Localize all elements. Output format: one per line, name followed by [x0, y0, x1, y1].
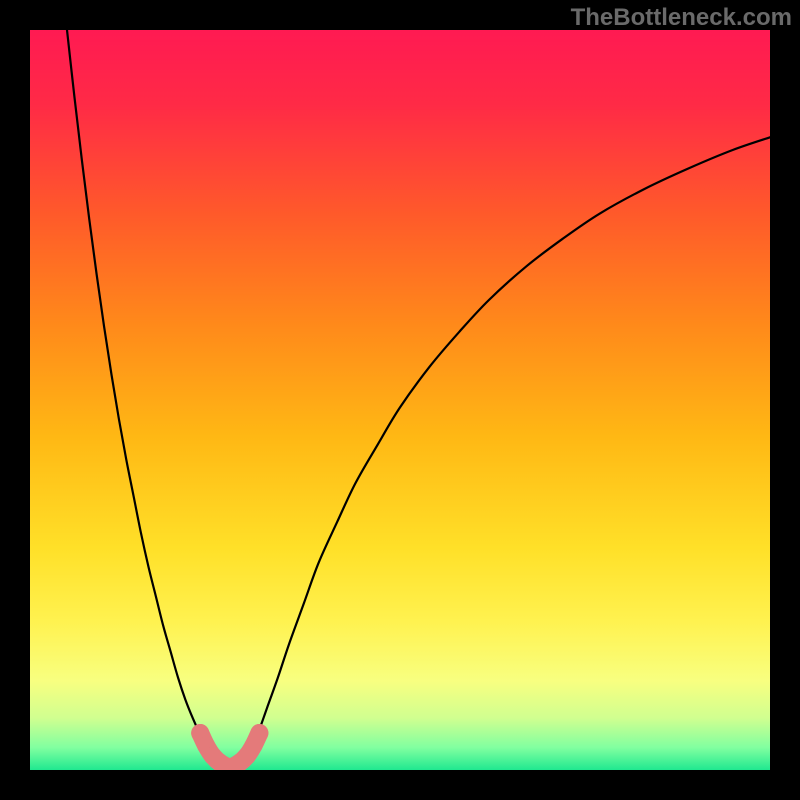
bottleneck-chart — [0, 0, 800, 800]
chart-container: TheBottleneck.com — [0, 0, 800, 800]
chart-background — [30, 30, 770, 770]
dip-marker — [250, 724, 268, 742]
watermark-text: TheBottleneck.com — [571, 4, 792, 32]
